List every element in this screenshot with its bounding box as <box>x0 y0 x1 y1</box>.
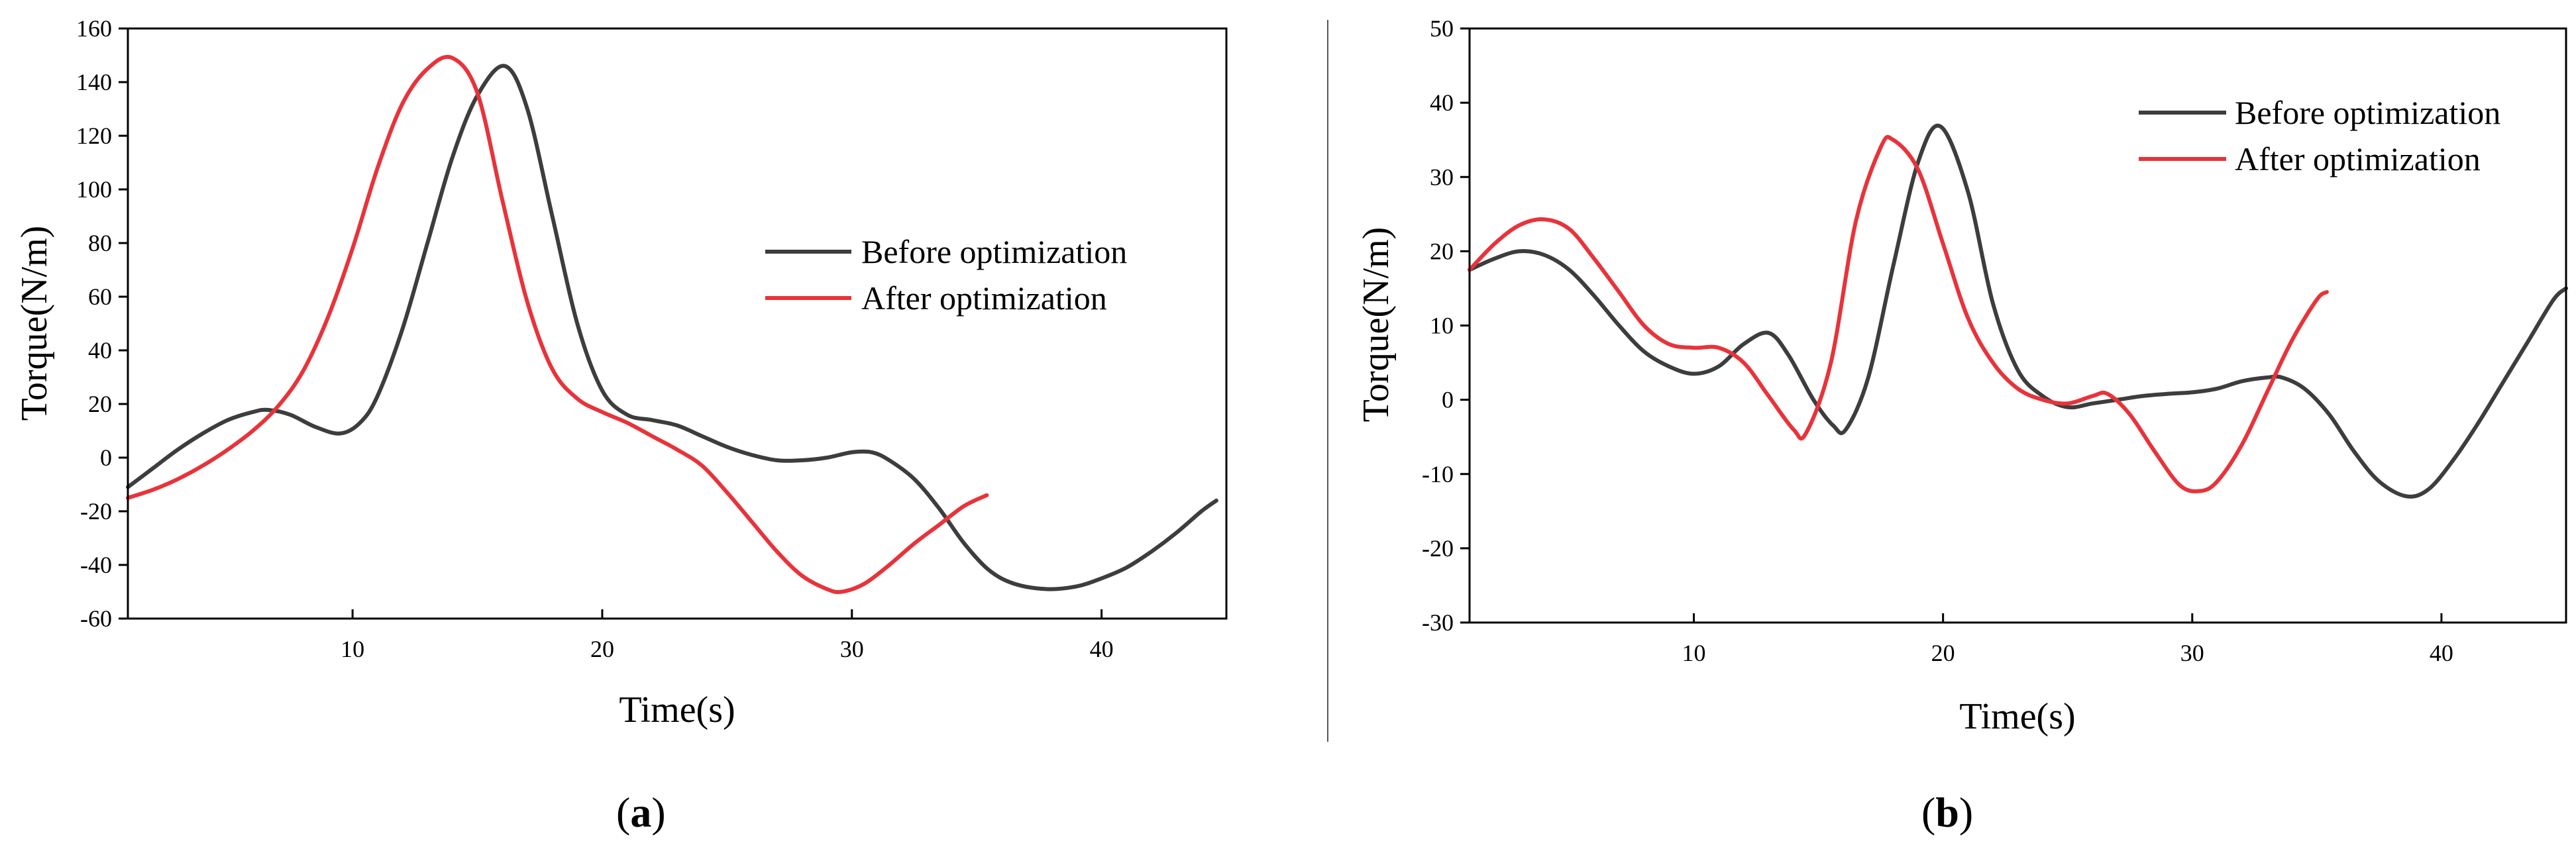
chart-a-xtick-label: 10 <box>341 636 364 662</box>
chart-b-xtick-label: 30 <box>2180 640 2204 666</box>
chart-b-legend-label-after: After optimization <box>2235 140 2481 177</box>
chart-b-series-before <box>1468 123 2568 499</box>
chart-b-panel-label: (b) <box>1921 789 1973 836</box>
chart-a-legend-label-before: Before optimization <box>861 233 1127 270</box>
chart-a-ylabel: Torque(N/m) <box>14 226 55 421</box>
chart-b-xtick-label: 10 <box>1682 640 1706 666</box>
chart-a-ytick-label: 120 <box>76 123 112 149</box>
chart-b-lines <box>1468 123 2568 499</box>
chart-a-series-after <box>126 54 989 595</box>
chart-b-ytick-label: 0 <box>1442 387 1454 413</box>
chart-a-ytick-label: 140 <box>76 69 112 95</box>
chart-a-xlabel: Time(s) <box>619 689 735 730</box>
chart-a-xtick-label: 30 <box>840 636 864 662</box>
chart-a-panel-label: (a) <box>616 789 666 836</box>
chart-b-series-after <box>1468 134 2329 493</box>
chart-a-ytick-label: 20 <box>88 391 112 417</box>
chart-b-ytick-label: -20 <box>1422 535 1454 562</box>
chart-a: 10 20 30 40 -60 -40 -20 0 20 40 60 80 100 120 140 160 B… <box>14 15 1228 836</box>
chart-b-ytick-label: 40 <box>1430 89 1454 116</box>
chart-a-ticks: 10 20 30 40 -60 -40 -20 0 20 40 60 80 100 120 140 160 <box>76 15 1114 662</box>
chart-b-ylabel: Torque(N/m) <box>1356 227 1397 423</box>
chart-b-ytick-label: 50 <box>1430 15 1454 42</box>
chart-b-ytick-label: 20 <box>1430 238 1454 264</box>
chart-b: 10 20 30 40 -30 -20 -10 0 10 20 30 40 50 Before opti… <box>1356 15 2568 836</box>
chart-a-series-before <box>126 64 1218 591</box>
chart-a-lines <box>126 54 1218 595</box>
chart-a-ytick-label: 60 <box>88 283 112 310</box>
chart-b-ytick-label: 10 <box>1430 313 1454 339</box>
chart-a-frame <box>127 27 1228 620</box>
chart-a-xtick-label: 40 <box>1090 636 1114 662</box>
chart-b-legend-label-before: Before optimization <box>2235 94 2500 131</box>
chart-a-legend: Before optimization After optimization <box>765 233 1127 317</box>
chart-a-ytick-label: -40 <box>80 552 112 578</box>
chart-a-ytick-label: 0 <box>100 444 112 471</box>
chart-a-ytick-label: -60 <box>80 605 112 632</box>
chart-a-ytick-label: 160 <box>76 15 112 42</box>
chart-b-xlabel: Time(s) <box>1959 696 2075 737</box>
chart-a-ytick-label: 100 <box>76 176 112 203</box>
chart-b-xtick-label: 20 <box>1931 640 1955 666</box>
chart-b-frame <box>1468 27 2567 624</box>
chart-b-ytick-label: -10 <box>1422 461 1454 487</box>
chart-b-ticks: 10 20 30 40 -30 -20 -10 0 10 20 30 40 50 <box>1422 15 2453 666</box>
chart-b-legend: Before optimization After optimization <box>2139 94 2500 177</box>
chart-a-ytick-label: -20 <box>80 498 112 525</box>
chart-b-ytick-label: -30 <box>1422 609 1454 636</box>
chart-a-ytick-label: 80 <box>88 230 112 256</box>
chart-a-xtick-label: 20 <box>590 636 614 662</box>
chart-a-legend-label-after: After optimization <box>861 279 1107 317</box>
chart-a-ytick-label: 40 <box>88 337 112 364</box>
chart-b-xtick-label: 40 <box>2430 640 2453 666</box>
chart-b-ytick-label: 30 <box>1430 164 1454 190</box>
